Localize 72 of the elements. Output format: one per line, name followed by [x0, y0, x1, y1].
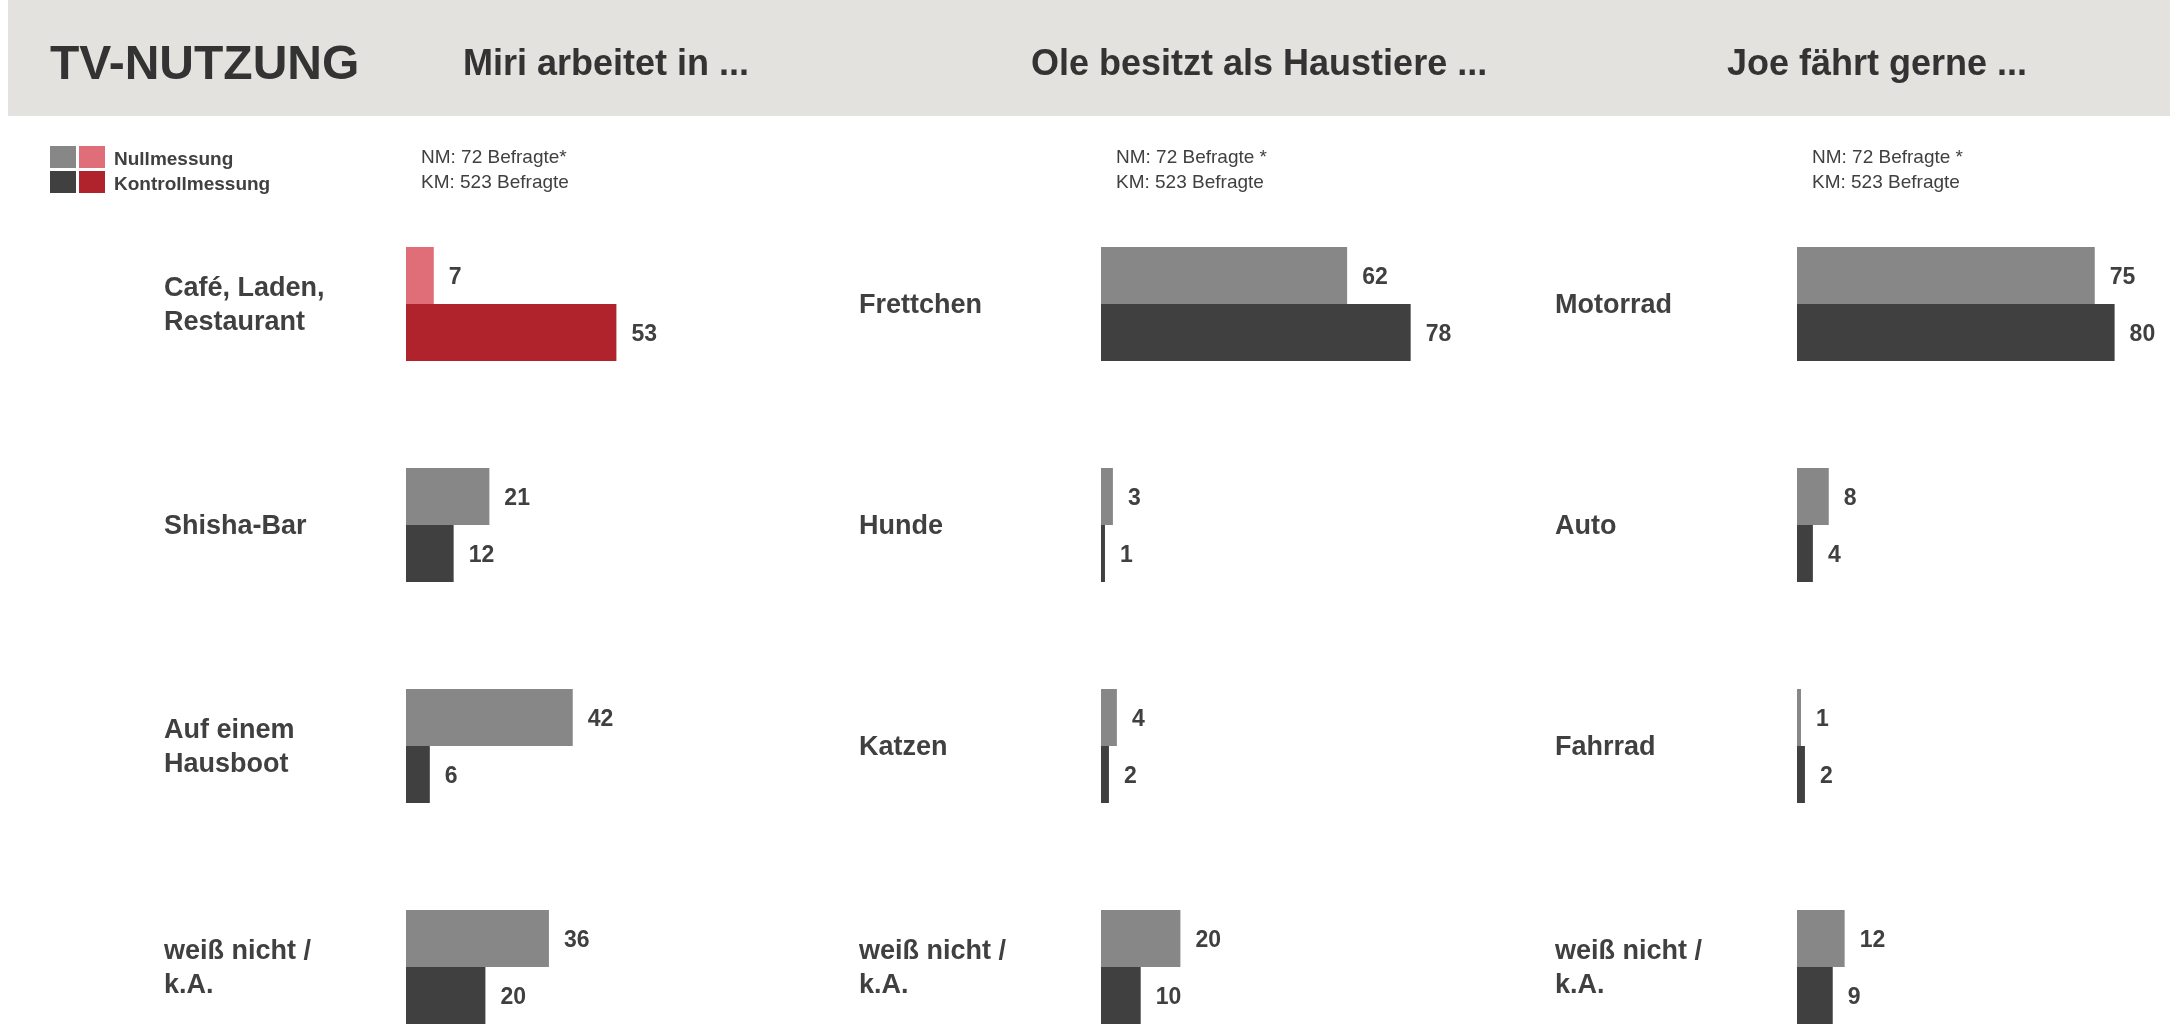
bar [1797, 967, 1833, 1024]
data-label: 20 [1195, 925, 1221, 952]
data-label: 3 [1127, 483, 1141, 510]
bar [1797, 689, 1801, 746]
y-tick-label: weiß nicht / k.A. [858, 935, 1007, 999]
data-label: 80 [2129, 319, 2156, 346]
bar [406, 967, 486, 1024]
data-label: 53 [631, 319, 657, 346]
data-label: 6 [444, 761, 458, 788]
data-label: 8 [1843, 483, 1857, 510]
bar [406, 525, 454, 582]
data-label: 10 [1155, 982, 1182, 1009]
bar [1797, 525, 1813, 582]
data-label: 42 [587, 704, 614, 731]
data-label: 20 [500, 982, 526, 1009]
chart-title: Joe fährt gerne ... [1727, 41, 2028, 83]
data-label: 1 [1815, 704, 1829, 731]
bar [1101, 468, 1113, 525]
bar [1797, 746, 1805, 803]
y-tick-label: Café, Laden, Restaurant [164, 272, 325, 336]
data-label: 21 [504, 483, 531, 510]
text: KM: 523 Befragte [421, 170, 569, 192]
legend-label: Nullmessung [114, 147, 234, 169]
bar [1797, 247, 2095, 304]
bar [1101, 967, 1141, 1024]
y-tick-label: Frettchen [859, 289, 983, 319]
bar [1797, 304, 2115, 361]
text: KM: 523 Befragte [1812, 170, 1960, 192]
legend-label: Kontrollmessung [114, 172, 271, 194]
bar [406, 746, 430, 803]
bar [406, 247, 434, 304]
bar [1101, 247, 1348, 304]
data-label: 62 [1362, 262, 1388, 289]
data-label: 36 [563, 925, 590, 952]
data-label: 75 [2109, 262, 2136, 289]
data-label: 9 [1847, 982, 1861, 1009]
y-tick-label: Auf einem Hausboot [164, 714, 295, 778]
bar [1101, 525, 1105, 582]
text: NM: 72 Befragte* [421, 145, 568, 167]
y-tick-label: Shisha-Bar [164, 510, 308, 540]
data-label: 78 [1425, 319, 1452, 346]
y-tick-label: Katzen [859, 731, 948, 761]
data-label: 12 [468, 540, 495, 567]
bar [1101, 304, 1411, 361]
chart-title: Miri arbeitet in ... [463, 41, 750, 83]
y-tick-label: Hunde [859, 510, 943, 540]
bar [406, 689, 573, 746]
text: KM: 523 Befragte [1116, 170, 1264, 192]
bar [406, 304, 617, 361]
data-label: 12 [1859, 925, 1886, 952]
y-tick-label: Motorrad [1555, 289, 1672, 319]
text: TV-NUTZUNG [50, 35, 360, 89]
data-label: 1 [1119, 540, 1133, 567]
data-label: 4 [1827, 540, 1841, 567]
bar [1797, 910, 1845, 967]
y-tick-label: Fahrrad [1555, 731, 1656, 761]
bar [406, 468, 490, 525]
text: NM: 72 Befragte * [1116, 145, 1268, 167]
data-label: 2 [1819, 761, 1833, 788]
bar [1101, 910, 1181, 967]
data-label: 7 [448, 262, 462, 289]
bar [406, 910, 549, 967]
text: NM: 72 Befragte * [1812, 145, 1964, 167]
data-label: 4 [1131, 704, 1145, 731]
bar [1797, 468, 1829, 525]
bar [1101, 746, 1109, 803]
chart-title: Ole besitzt als Haustiere ... [1031, 41, 1488, 83]
data-label: 2 [1123, 761, 1137, 788]
y-tick-label: Auto [1555, 510, 1617, 540]
y-tick-label: weiß nicht / k.A. [163, 935, 312, 999]
y-tick-label: weiß nicht / k.A. [1554, 935, 1703, 999]
bar [1101, 689, 1117, 746]
